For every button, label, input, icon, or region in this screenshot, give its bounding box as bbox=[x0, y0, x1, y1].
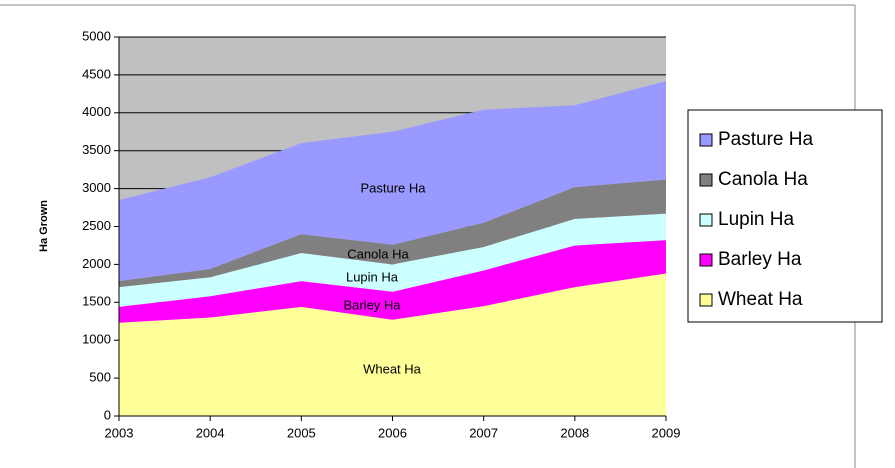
legend-swatch bbox=[699, 133, 713, 147]
y-tick-label: 500 bbox=[89, 370, 111, 385]
legend-label: Pasture Ha bbox=[718, 129, 813, 150]
legend-label: Canola Ha bbox=[718, 169, 808, 190]
legend-swatch bbox=[699, 253, 713, 267]
area bbox=[119, 213, 666, 307]
legend-label: Wheat Ha bbox=[718, 289, 803, 310]
legend-label: Barley Ha bbox=[718, 249, 802, 270]
x-tick-label: 2004 bbox=[196, 425, 225, 440]
x-tick-label: 2008 bbox=[560, 425, 589, 440]
area-label: Pasture Ha bbox=[360, 180, 426, 195]
area bbox=[119, 273, 666, 416]
y-tick-label: 3500 bbox=[82, 142, 111, 157]
legend-label: Lupin Ha bbox=[718, 209, 794, 230]
x-tick-label: 2009 bbox=[652, 425, 681, 440]
y-tick-label: 2000 bbox=[82, 256, 111, 271]
x-tick-label: 2005 bbox=[287, 425, 316, 440]
legend: Pasture Ha Canola Ha Lupin Ha Barley Ha Whea… bbox=[687, 109, 883, 323]
area-label: Barley Ha bbox=[343, 297, 401, 312]
legend-box bbox=[687, 109, 883, 323]
legend-swatch bbox=[699, 293, 713, 307]
x-tick-label: 2003 bbox=[105, 425, 134, 440]
area-label: Canola Ha bbox=[347, 246, 409, 261]
y-tick-label: 4000 bbox=[82, 104, 111, 119]
area bbox=[119, 240, 666, 323]
y-tick-label: 3000 bbox=[82, 180, 111, 195]
y-tick-label: 4500 bbox=[82, 66, 111, 81]
legend-swatch bbox=[699, 173, 713, 187]
area-label: Wheat Ha bbox=[363, 361, 422, 376]
y-tick-label: 2500 bbox=[82, 218, 111, 233]
legend-swatch bbox=[699, 213, 713, 227]
y-tick-label: 5000 bbox=[82, 28, 111, 43]
y-axis-label: Ha Grown bbox=[38, 200, 50, 252]
y-tick-label: 0 bbox=[104, 407, 111, 422]
y-tick-label: 1000 bbox=[82, 332, 111, 347]
x-tick-label: 2006 bbox=[378, 425, 407, 440]
x-tick-label: 2007 bbox=[469, 425, 498, 440]
y-tick-label: 1500 bbox=[82, 294, 111, 309]
area bbox=[119, 179, 666, 288]
area bbox=[119, 80, 666, 282]
area-label: Lupin Ha bbox=[346, 269, 399, 284]
